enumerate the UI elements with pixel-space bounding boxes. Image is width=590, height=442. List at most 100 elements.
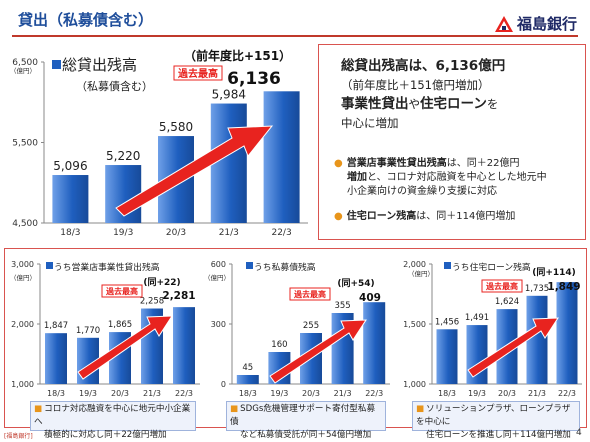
legend-swatch (52, 60, 61, 69)
x-tick-label: 18/3 (60, 228, 80, 238)
value-label: 1,770 (76, 326, 100, 336)
value-label: 5,984 (212, 88, 246, 102)
x-tick-label: 20/3 (111, 389, 129, 398)
bar (556, 282, 578, 384)
record-high-badge-label: 過去最高 (105, 286, 138, 296)
growth-arrow-icon (269, 319, 367, 384)
bar (363, 302, 386, 384)
value-label: 1,865 (108, 320, 132, 330)
x-tick-label: 19/3 (468, 389, 486, 398)
summary-line2: 事業性貸出や住宅ローンを (341, 96, 499, 112)
y-tick-label: 1,000 (11, 380, 34, 389)
value-label-highlight: 2,281 (162, 290, 195, 302)
note-business-loans: ■ コロナ対応融資を中心に地元中小企業へ 積極的に対応し同＋22億円増加 (30, 401, 196, 440)
bar (210, 103, 247, 223)
chart-title: うち住宅ローン残高 (452, 261, 531, 273)
x-tick-label: 18/3 (47, 389, 65, 398)
bar (236, 375, 259, 384)
y-tick-label: 600 (211, 260, 226, 269)
y-tick-label: 300 (211, 320, 226, 329)
x-tick-label: 21/3 (528, 389, 546, 398)
total-loans-chart: 4,500 5,500 6,500（億円） 18/3 5,096 19/3 5,220 20/… (10, 48, 308, 238)
summary-panel (318, 44, 586, 240)
x-tick-label: 18/3 (239, 389, 257, 398)
value-label: 160 (271, 340, 287, 350)
y-tick-label: 6,500 (12, 58, 38, 68)
value-label: 355 (334, 301, 350, 311)
x-tick-label: 21/3 (219, 228, 239, 238)
legend-swatch (46, 262, 53, 269)
x-tick-label: 21/3 (334, 389, 352, 398)
value-label: 1,491 (465, 313, 489, 323)
record-high-badge-label: 過去最高 (485, 281, 518, 291)
x-tick-label: 20/3 (166, 228, 186, 238)
bank-mark-icon (495, 15, 513, 32)
x-tick-label: 18/3 (438, 389, 456, 398)
yoy-change-label: (同+114) (532, 267, 576, 278)
bar (52, 175, 89, 223)
bar (436, 329, 458, 384)
value-label: 5,220 (106, 149, 140, 163)
x-tick-label: 19/3 (270, 389, 288, 398)
value-label: 255 (303, 321, 319, 331)
record-high-badge (173, 65, 223, 81)
x-tick-label: 19/3 (79, 389, 97, 398)
y-unit-label: （億円） (204, 273, 230, 282)
y-unit-label: （億円） (408, 269, 434, 278)
record-high-badge-label: 過去最高 (293, 289, 326, 299)
x-tick-label: 22/3 (175, 389, 193, 398)
header-divider (12, 35, 578, 37)
summary-sub: （前年度比＋151億円増加） (341, 78, 490, 92)
y-unit-label: （億円） (10, 66, 36, 75)
x-tick-label: 20/3 (302, 389, 320, 398)
record-high-badge (289, 287, 331, 301)
legend-swatch (246, 262, 253, 269)
record-high-badge (101, 284, 143, 298)
page-number: 4 (576, 428, 582, 438)
yoy-change-label: (同+54) (337, 278, 374, 289)
chart-title: 総貸出残高 (62, 56, 137, 74)
bar (45, 333, 67, 384)
value-label: 1,456 (435, 317, 459, 327)
bar (263, 91, 300, 223)
y-tick-label: 0 (221, 380, 226, 389)
growth-arrow-icon (77, 315, 173, 380)
summary-headline: 総貸出残高は、6,136億円 (341, 58, 506, 74)
value-label: 5,096 (53, 159, 87, 173)
value-label: 5,580 (159, 120, 193, 134)
y-tick-label: 2,000 (403, 260, 426, 269)
summary-line3: 中心に増加 (341, 116, 399, 130)
y-unit-label: （億円） (10, 273, 36, 282)
y-tick-label: 2,000 (11, 320, 34, 329)
record-high-badge (481, 279, 523, 293)
value-label: 1,624 (495, 297, 519, 307)
x-tick-label: 20/3 (498, 389, 516, 398)
x-tick-label: 22/3 (271, 228, 291, 238)
page-title: 貸出（私募債含む） (18, 11, 154, 29)
value-label-highlight: 1,849 (547, 281, 580, 293)
note-private-bonds: ■ SDGs危機管理サポート寄付型私募債 など私募債受託が同＋54億円増加 (226, 401, 386, 440)
housing-loans-chart: 1,000 1,500 2,000（億円） 18/3 1,456 19/3 1,491 20/… (403, 260, 582, 398)
note-housing-loans: ■ ソリューションプラザ、ローンプラザを中心に 住宅ローンを推進し同＋114億円増加 (412, 401, 580, 440)
y-tick-label: 4,500 (12, 219, 38, 229)
value-label-highlight: 409 (359, 292, 381, 304)
y-tick-label: 3,000 (11, 260, 34, 269)
bar (466, 325, 488, 384)
record-high-badge-label: 過去最高 (177, 67, 218, 80)
x-tick-label: 19/3 (113, 228, 133, 238)
summary-bullet-2: ● 住宅ローン残高は、同＋114億円増加 (334, 211, 516, 222)
growth-arrow-icon (115, 125, 274, 217)
yoy-change-label: （前年度比+151） (184, 48, 291, 63)
business-loans-chart: 1,000 2,000 3,000 （億円） 18/3 1,847 19/3 1,770 20/… (10, 260, 200, 398)
x-tick-label: 22/3 (558, 389, 576, 398)
legend-swatch (444, 262, 451, 269)
value-label: 1,735 (525, 284, 549, 294)
x-tick-label: 21/3 (143, 389, 161, 398)
summary-bullet-1: ● 営業店事業性貸出残高は、同＋22億円 増加と、コロナ対応融資を中心とした地元中… (334, 158, 547, 197)
value-label: 1,847 (44, 321, 68, 331)
bar (526, 295, 548, 384)
chart-title: うち営業店事業性貸出残高 (54, 261, 160, 273)
bank-name: 福島銀行 (517, 15, 578, 33)
y-tick-label: 1,000 (403, 380, 426, 389)
chart-subtitle: （私募債含む） (76, 79, 153, 93)
